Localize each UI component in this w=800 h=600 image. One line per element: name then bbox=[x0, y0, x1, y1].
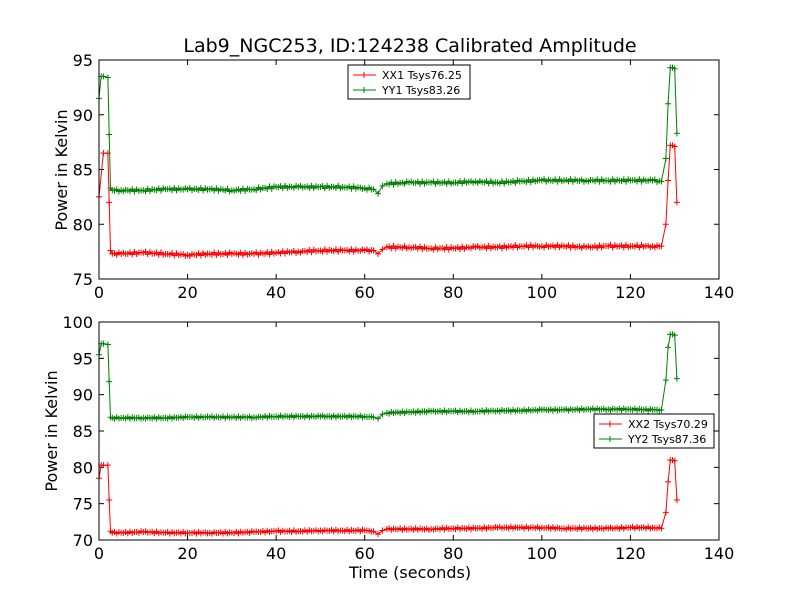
legend-label: XX1 Tsys76.25 bbox=[382, 69, 462, 82]
legend-swatch-marker bbox=[607, 436, 613, 442]
data-point-marker bbox=[379, 246, 386, 253]
data-point-marker bbox=[375, 531, 381, 538]
data-point-marker bbox=[370, 528, 377, 535]
bottom-series-group bbox=[96, 331, 680, 538]
legend-box bbox=[347, 64, 471, 100]
data-point-marker bbox=[106, 131, 113, 138]
x-tick-label: 20 bbox=[177, 544, 197, 563]
top-legend: XX1 Tsys76.25 YY1 Tsys83.26 bbox=[347, 64, 471, 100]
chart-title: Lab9_NGC253, ID:124238 Calibrated Amplit… bbox=[183, 35, 636, 57]
y-tick-label: 95 bbox=[73, 349, 93, 368]
data-point-marker bbox=[379, 411, 386, 418]
bottom-plot-frame bbox=[98, 321, 720, 541]
data-point-marker bbox=[673, 199, 680, 206]
data-point-marker bbox=[107, 247, 114, 254]
x-tick-label: 40 bbox=[266, 283, 286, 302]
data-point-marker bbox=[379, 182, 386, 189]
x-tick-label: 40 bbox=[266, 544, 286, 563]
top-plot-frame bbox=[98, 59, 720, 280]
data-point-marker bbox=[662, 377, 669, 384]
x-tick-label: 100 bbox=[527, 544, 558, 563]
bottom-y-axis-label: Power in Kelvin bbox=[42, 370, 61, 491]
legend-swatch-marker bbox=[607, 421, 613, 427]
bottom-plot-panel: Power in Kelvin Time (seconds) 0 20 40 60 80… bbox=[42, 313, 734, 582]
x-tick-label: 120 bbox=[615, 283, 646, 302]
x-tick-label: 100 bbox=[527, 283, 558, 302]
y-tick-label: 100 bbox=[62, 313, 93, 332]
data-point-marker bbox=[370, 414, 377, 421]
data-point-marker bbox=[375, 190, 381, 197]
y-tick-label: 90 bbox=[73, 386, 93, 405]
data-point-marker bbox=[662, 155, 669, 162]
series-line-yy2 bbox=[98, 333, 678, 420]
top-series-group bbox=[96, 64, 680, 259]
data-point-marker bbox=[100, 340, 107, 347]
legend-label: YY2 Tsys87.36 bbox=[627, 433, 706, 446]
y-tick-label: 90 bbox=[73, 106, 93, 125]
data-point-marker bbox=[379, 527, 386, 534]
data-point-marker bbox=[673, 375, 680, 382]
legend-label: YY1 Tsys83.26 bbox=[381, 84, 460, 97]
x-tick-label: 140 bbox=[704, 544, 735, 563]
legend-swatch-marker bbox=[361, 72, 367, 78]
data-point-marker bbox=[370, 247, 377, 254]
y-tick-label: 85 bbox=[73, 422, 93, 441]
data-point-marker bbox=[665, 344, 672, 351]
x-tick-label: 0 bbox=[94, 283, 104, 302]
data-point-marker bbox=[658, 243, 665, 250]
data-point-marker bbox=[100, 73, 107, 80]
data-point-marker bbox=[104, 462, 111, 469]
data-point-marker bbox=[662, 221, 669, 228]
series-line-xx1 bbox=[98, 144, 678, 257]
top-plot-panel: Lab9_NGC253, ID:124238 Calibrated Amplit… bbox=[52, 35, 734, 302]
data-point-marker bbox=[375, 250, 381, 257]
data-point-marker bbox=[658, 406, 665, 413]
series-line-xx2 bbox=[98, 459, 678, 535]
bottom-legend: XX2 Tsys70.29 YY2 Tsys87.36 bbox=[593, 413, 715, 449]
y-tick-label: 70 bbox=[73, 531, 93, 550]
data-point-marker bbox=[673, 130, 680, 137]
y-tick-label: 75 bbox=[73, 495, 93, 514]
data-point-marker bbox=[375, 415, 381, 422]
data-point-marker bbox=[673, 497, 680, 504]
legend-swatch-marker bbox=[361, 87, 367, 93]
data-point-marker bbox=[665, 478, 672, 485]
data-point-marker bbox=[662, 509, 669, 516]
y-tick-label: 80 bbox=[73, 215, 93, 234]
y-tick-label: 95 bbox=[73, 51, 93, 70]
x-axis-label: Time (seconds) bbox=[348, 563, 471, 582]
data-point-marker bbox=[665, 177, 672, 184]
x-tick-label: 60 bbox=[355, 544, 375, 563]
data-point-marker bbox=[104, 341, 111, 348]
data-point-marker bbox=[671, 65, 678, 72]
data-point-marker bbox=[106, 199, 113, 206]
top-axis-ticks: 0 20 40 60 80 100 120 140 75 80 85 90 95 bbox=[73, 51, 735, 302]
x-tick-label: 60 bbox=[355, 283, 375, 302]
data-point-marker bbox=[658, 525, 665, 532]
x-tick-label: 120 bbox=[615, 544, 646, 563]
y-tick-label: 80 bbox=[73, 458, 93, 477]
data-point-marker bbox=[370, 186, 377, 193]
x-tick-label: 0 bbox=[94, 544, 104, 563]
data-point-marker bbox=[665, 100, 672, 107]
data-point-marker bbox=[671, 457, 678, 464]
data-point-marker bbox=[671, 143, 678, 150]
data-point-marker bbox=[106, 497, 113, 504]
data-point-marker bbox=[104, 74, 111, 81]
legend-label: XX2 Tsys70.29 bbox=[628, 418, 708, 431]
x-tick-label: 140 bbox=[704, 283, 735, 302]
data-point-marker bbox=[106, 378, 113, 385]
data-point-marker bbox=[658, 178, 665, 185]
data-point-marker bbox=[671, 332, 678, 339]
bottom-axis-ticks: 0 20 40 60 80 100 120 140 70 75 80 85 90 95 100 bbox=[62, 313, 734, 563]
top-y-axis-label: Power in Kelvin bbox=[52, 109, 71, 230]
x-tick-label: 20 bbox=[177, 283, 197, 302]
y-tick-label: 85 bbox=[73, 161, 93, 180]
y-tick-label: 75 bbox=[73, 270, 93, 289]
x-tick-label: 80 bbox=[443, 283, 463, 302]
x-tick-label: 80 bbox=[443, 544, 463, 563]
legend-box bbox=[593, 413, 715, 449]
